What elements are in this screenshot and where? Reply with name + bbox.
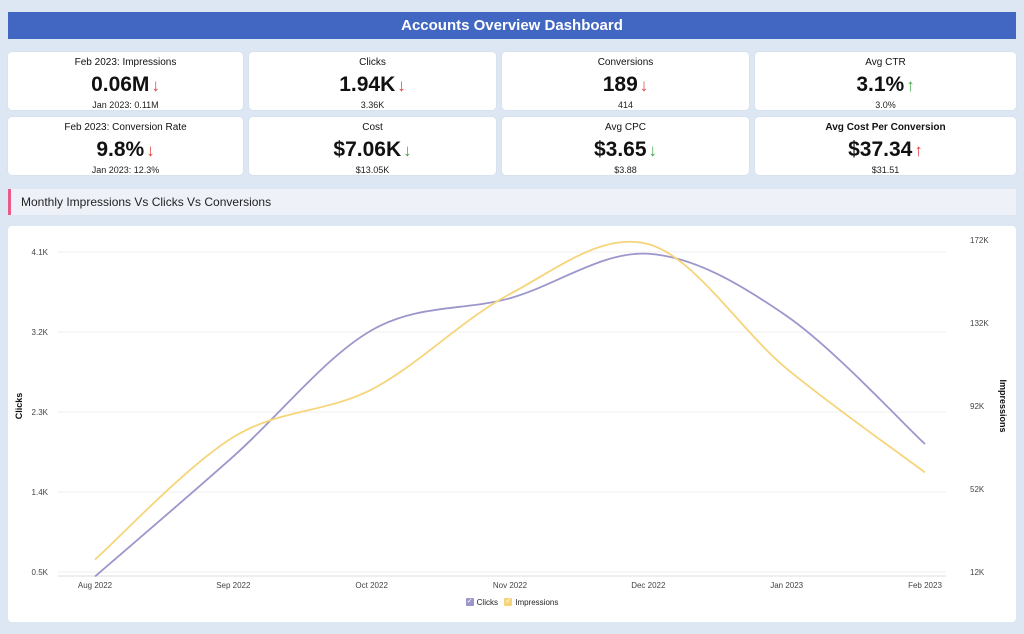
chart-section-header: Monthly Impressions Vs Clicks Vs Convers… [8,189,1016,215]
x-tick-label: Sep 2022 [216,581,251,590]
kpi-value: 0.06M ↓ [91,73,160,96]
kpi-label: Avg CPC [605,122,646,133]
kpi-card-avg-ctr[interactable]: Avg CTR 3.1% ↑ 3.0% [755,52,1016,110]
x-tick-label: Aug 2022 [78,581,113,590]
kpi-value: $3.65 ↓ [593,138,658,161]
kpi-card-cost[interactable]: Cost $7.06K ↓ $13.05K [249,117,496,175]
x-tick-label: Jan 2023 [770,581,803,590]
kpi-previous-value: $31.51 [871,165,900,175]
kpi-previous-value: $13.05K [355,165,390,175]
kpi-label: Clicks [359,57,386,68]
y-tick-label: 1.4K [32,488,49,497]
x-tick-label: Oct 2022 [355,581,388,590]
x-tick-label: Dec 2022 [631,581,666,590]
kpi-card-avg-cpc[interactable]: Avg CPC $3.65 ↓ $3.88 [502,117,749,175]
kpi-card-avg-cost-per-conversion[interactable]: Avg Cost Per Conversion $37.34 ↑ $31.51 [755,117,1016,175]
dashboard-title: Accounts Overview Dashboard [8,12,1016,39]
kpi-previous-value: Jan 2023: 12.3% [91,165,160,175]
y2-tick-label: 172K [970,236,989,245]
arrow-up-icon: ↑ [906,76,915,95]
kpi-value: 9.8% ↓ [96,138,155,161]
y2-axis-title: Impressions [998,379,1008,432]
y2-tick-label: 132K [970,319,989,328]
arrow-up-icon: ↑ [914,141,923,160]
kpi-label: Feb 2023: Conversion Rate [64,122,187,133]
kpi-value: 3.1% ↑ [856,73,915,96]
kpi-previous-value: 3.36K [360,100,385,110]
kpi-card-conversion-rate[interactable]: Feb 2023: Conversion Rate 9.8% ↓ Jan 2023… [8,117,243,175]
line-chart: 0.5K 1.4K 2.3K 3.2K 4.1K 12K 52K 92K 132K 172K Aug… [14,236,1008,590]
chart-legend: ✓ Clicks ✓ Impressions [8,596,1016,607]
arrow-down-icon: ↓ [397,76,406,95]
kpi-value: 189 ↓ [602,73,649,96]
y2-tick-label: 52K [970,485,985,494]
legend-item-clicks[interactable]: ✓ Clicks [465,597,498,607]
kpi-label: Feb 2023: Impressions [74,57,177,68]
kpi-previous-value: $3.88 [614,165,637,175]
kpi-card-impressions[interactable]: Feb 2023: Impressions 0.06M ↓ Jan 2023: 0… [8,52,243,110]
arrow-down-icon: ↓ [639,76,649,95]
series-line-clicks [94,252,926,578]
y-tick-label: 3.2K [32,328,49,337]
kpi-card-clicks[interactable]: Clicks 1.94K ↓ 3.36K [249,52,496,110]
arrow-down-icon: ↓ [151,76,160,95]
kpi-previous-value: 414 [617,100,634,110]
y2-tick-label: 12K [970,568,985,577]
chart-panel: 0.5K 1.4K 2.3K 3.2K 4.1K 12K 52K 92K 132K 172K Aug… [8,226,1016,622]
kpi-value: 1.94K ↓ [339,73,406,96]
y2-tick-label: 92K [970,402,985,411]
y-tick-label: 0.5K [32,568,49,577]
x-tick-label: Nov 2022 [493,581,528,590]
legend-label: Clicks [476,597,498,607]
legend-label: Impressions [515,597,559,607]
checkbox-icon: ✓ [504,598,513,606]
series-line-impressions [94,240,926,561]
x-tick-label: Feb 2023 [908,581,942,590]
kpi-card-conversions[interactable]: Conversions 189 ↓ 414 [502,52,749,110]
y-tick-label: 4.1K [32,248,49,257]
y-axis-title: Clicks [14,393,24,420]
kpi-label: Cost [362,122,383,133]
arrow-down-icon: ↓ [146,141,155,160]
arrow-down-icon: ↓ [403,141,412,160]
kpi-value: $37.34 ↑ [848,138,923,161]
kpi-label: Avg Cost Per Conversion [825,122,946,133]
checkbox-icon: ✓ [465,598,474,606]
kpi-label: Avg CTR [865,57,906,68]
y-tick-label: 2.3K [32,408,49,417]
kpi-previous-value: 3.0% [875,100,896,110]
arrow-down-icon: ↓ [648,141,658,160]
kpi-value: $7.06K ↓ [333,138,412,161]
kpi-previous-value: Jan 2023: 0.11M [92,100,159,110]
kpi-label: Conversions [597,57,654,68]
legend-item-impressions[interactable]: ✓ Impressions [504,598,558,607]
